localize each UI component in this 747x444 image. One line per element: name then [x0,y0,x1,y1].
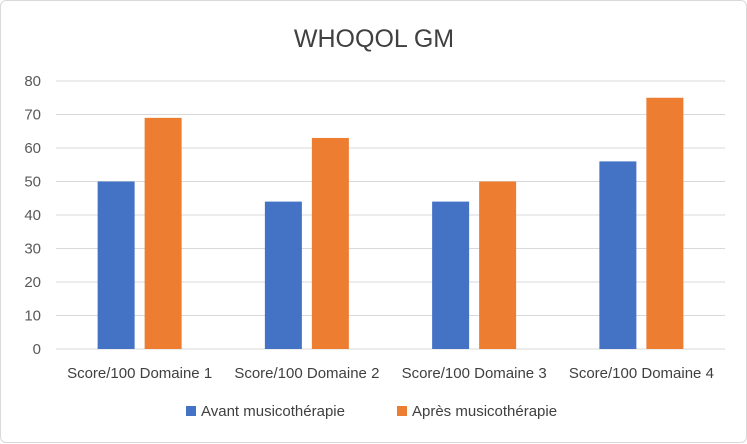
y-tick-label: 20 [24,274,41,291]
bar-series-1-category-1 [97,181,135,349]
y-tick-label: 40 [24,207,41,224]
legend-swatch-series-2 [397,406,407,416]
y-tick-label: 0 [33,341,41,358]
x-category-label: Score/100 Domaine 2 [234,365,379,382]
bars [97,97,684,349]
y-tick-label: 50 [24,174,41,191]
x-category-label: Score/100 Domaine 1 [67,365,212,382]
y-tick-label: 10 [24,308,41,325]
bar-series-1-category-3 [432,201,470,349]
y-axis-ticks: 0 10 20 30 40 50 60 70 80 [24,73,41,358]
legend-label-series-2: Après musicothérapie [412,403,557,420]
bar-series-1-category-2 [264,201,302,349]
chart-title: WHOQOL GM [294,25,454,53]
x-category-label: Score/100 Domaine 3 [402,365,547,382]
legend-label-series-1: Avant musicothérapie [201,403,345,420]
y-tick-label: 70 [24,107,41,124]
bar-series-1-category-4 [599,161,637,349]
bar-series-2-category-4 [646,97,684,349]
bar-series-2-category-1 [144,117,182,349]
y-tick-label: 60 [24,140,41,157]
y-tick-label: 30 [24,241,41,258]
bar-series-2-category-2 [311,137,349,349]
legend: Avant musicothérapie Après musicothérapie [186,403,557,420]
x-category-label: Score/100 Domaine 4 [569,365,714,382]
bar-series-2-category-3 [479,181,517,349]
x-axis-categories: Score/100 Domaine 1 Score/100 Domaine 2 Sc… [67,365,714,382]
legend-swatch-series-1 [186,406,196,416]
y-tick-label: 80 [24,73,41,90]
